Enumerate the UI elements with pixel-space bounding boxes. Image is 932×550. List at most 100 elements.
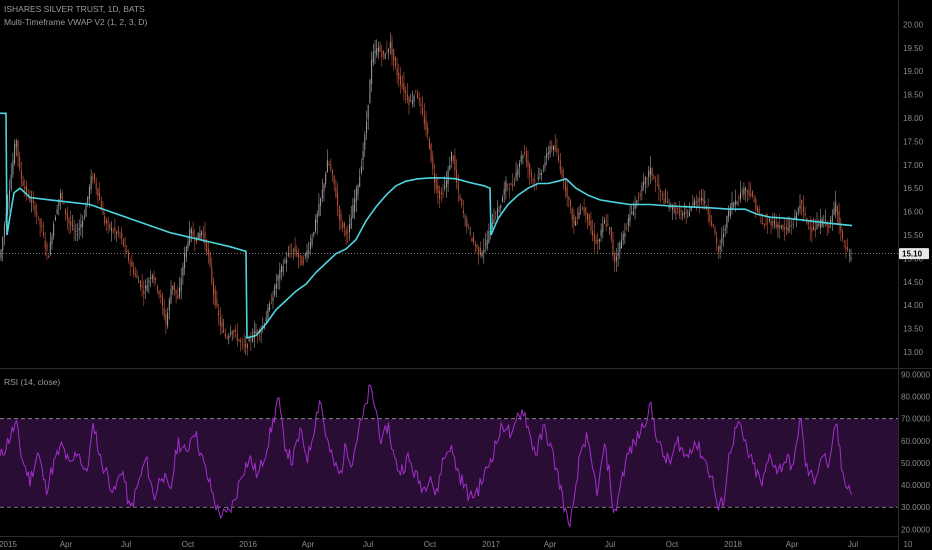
candle-body	[207, 248, 209, 255]
candle-body	[607, 223, 609, 225]
candle-body	[219, 316, 221, 326]
candle-body	[765, 220, 767, 222]
candle-body	[83, 217, 85, 219]
candle-body	[233, 330, 235, 332]
candle-body	[804, 212, 806, 216]
candle-body	[491, 222, 493, 229]
candle-body	[369, 79, 371, 104]
candle-body	[639, 193, 641, 196]
candle-body	[192, 231, 194, 236]
candle-body	[564, 180, 566, 191]
candle-body	[631, 212, 633, 214]
candle-body	[139, 281, 141, 288]
candle-body	[170, 289, 172, 304]
candle-body	[289, 253, 291, 254]
candle-body	[651, 168, 653, 176]
candle-body	[774, 221, 775, 224]
price-candles[interactable]	[0, 32, 852, 356]
candle-body	[77, 234, 78, 236]
candle-body	[539, 173, 541, 175]
candle-body	[29, 198, 31, 202]
candle-body	[381, 51, 383, 58]
candle-body	[61, 193, 63, 200]
price-tick-label: 19.50	[903, 44, 924, 53]
candle-body	[326, 160, 328, 173]
candle-body	[624, 233, 626, 238]
candle-body	[423, 114, 425, 125]
candle-body	[666, 200, 668, 203]
rsi-indicator-title[interactable]: RSI (14, close)	[4, 377, 60, 387]
candle-body	[391, 41, 393, 56]
candle-body	[117, 229, 119, 234]
candle-body	[428, 138, 430, 150]
candle-body	[546, 153, 548, 159]
candle-body	[449, 165, 451, 171]
candle-body	[462, 210, 464, 214]
candle-body	[656, 185, 658, 187]
candle-body	[338, 206, 340, 220]
price-tick-label: 19.00	[903, 67, 924, 76]
candle-body	[547, 152, 549, 155]
vwap-line[interactable]	[0, 112, 853, 339]
price-axis[interactable]: 13.0013.5014.0014.5015.0015.5016.0016.50…	[903, 20, 924, 357]
candle-body	[680, 210, 682, 212]
candle-body	[488, 231, 490, 243]
candle-body	[835, 202, 837, 212]
candle-body	[456, 170, 458, 183]
candle-body	[301, 256, 303, 266]
rsi-axis[interactable]: 20.0000 30.0000 40.0000 50.0000 60.0000 70.00…	[901, 370, 930, 534]
candle-body	[808, 222, 809, 224]
candle-body	[58, 199, 60, 207]
candle-body	[31, 200, 33, 202]
candle-body	[716, 237, 718, 244]
candle-body	[94, 173, 95, 182]
symbol-title[interactable]: ISHARES SILVER TRUST, 1D, BATS	[4, 4, 145, 14]
candle-body	[561, 169, 563, 177]
candle-body	[486, 239, 488, 249]
candle-body	[162, 296, 163, 307]
candle-body	[580, 209, 582, 210]
candle-body	[190, 229, 192, 234]
candle-body	[699, 198, 701, 202]
candle-body	[602, 223, 604, 232]
candle-body	[593, 233, 595, 241]
candle-body	[833, 208, 835, 215]
candle-body	[760, 220, 762, 222]
candle-body	[811, 228, 813, 232]
candle-body	[581, 208, 583, 210]
time-axis[interactable]: 2015 Apr Jul Oct 2016 Apr Jul Oct 2017 Apr Jul Oct 2…	[0, 540, 913, 549]
candle-body	[585, 207, 587, 215]
rsi-line[interactable]	[0, 384, 853, 529]
candle-body	[20, 170, 22, 180]
candle-body	[65, 208, 67, 214]
price-tick-label: 16.00	[903, 208, 924, 217]
candle-body	[150, 278, 152, 279]
candle-body	[173, 282, 175, 291]
candle-body	[355, 188, 357, 202]
candle-body	[0, 250, 2, 259]
candle-body	[243, 343, 245, 345]
candle-body	[36, 211, 38, 216]
candle-body	[345, 229, 347, 235]
candle-body	[566, 186, 568, 198]
candle-body	[779, 225, 781, 229]
candle-body	[163, 307, 165, 318]
vwap-indicator-title[interactable]: Multi-Timeframe VWAP V2 (1, 2, 3, D)	[4, 17, 147, 27]
candle-body	[211, 267, 213, 282]
candle-body	[505, 180, 507, 192]
candle-body	[22, 181, 24, 186]
candle-body	[816, 223, 818, 230]
candle-body	[284, 260, 286, 263]
candle-body	[553, 146, 554, 150]
candle-body	[71, 225, 73, 227]
candle-body	[27, 194, 29, 195]
candle-body	[558, 155, 560, 161]
candle-body	[563, 176, 565, 178]
candle-body	[534, 180, 536, 182]
candle-body	[252, 337, 254, 342]
candle-body	[731, 202, 733, 210]
candle-body	[184, 253, 186, 269]
candle-body	[791, 224, 792, 226]
candle-body	[442, 192, 444, 194]
